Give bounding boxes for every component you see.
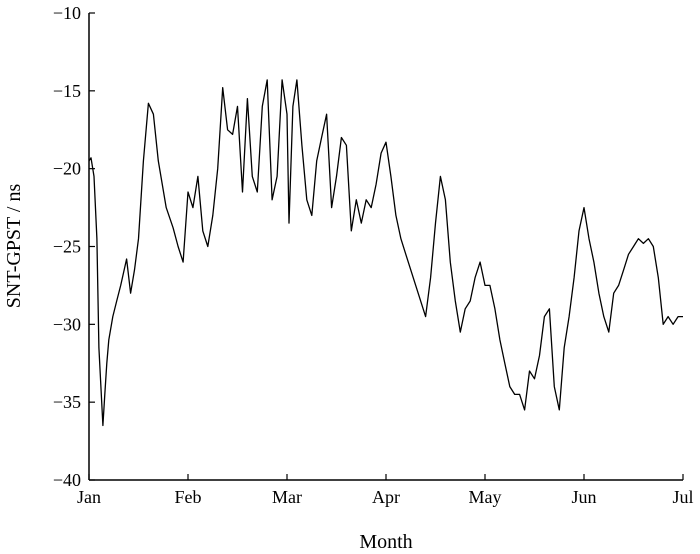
y-tick-label: −15: [53, 81, 81, 101]
x-tick-label: Jul: [672, 487, 693, 507]
y-tick-label: −20: [53, 159, 81, 179]
x-axis-title: Month: [359, 531, 412, 553]
y-tick-label: −35: [53, 392, 81, 412]
y-tick-label: −30: [53, 314, 81, 334]
y-tick-label: −25: [53, 237, 81, 257]
x-tick-label: Mar: [272, 487, 302, 507]
y-tick-label: −10: [53, 3, 81, 23]
x-tick-label: May: [469, 487, 502, 507]
y-axis-title: SNT-GPST / ns: [3, 184, 25, 309]
series-line: [88, 79, 683, 427]
y-tick-group: −10 −15 −20 −25 −30 −35 −40: [53, 3, 95, 490]
y-tick-label: −40: [53, 470, 81, 490]
x-tick-group: Jan Feb Mar Apr May Jun Jul: [77, 474, 694, 507]
x-tick-label: Feb: [175, 487, 202, 507]
x-tick-label: Jun: [571, 487, 596, 507]
x-tick-label: Jan: [77, 487, 101, 507]
x-tick-label: Apr: [372, 487, 400, 507]
